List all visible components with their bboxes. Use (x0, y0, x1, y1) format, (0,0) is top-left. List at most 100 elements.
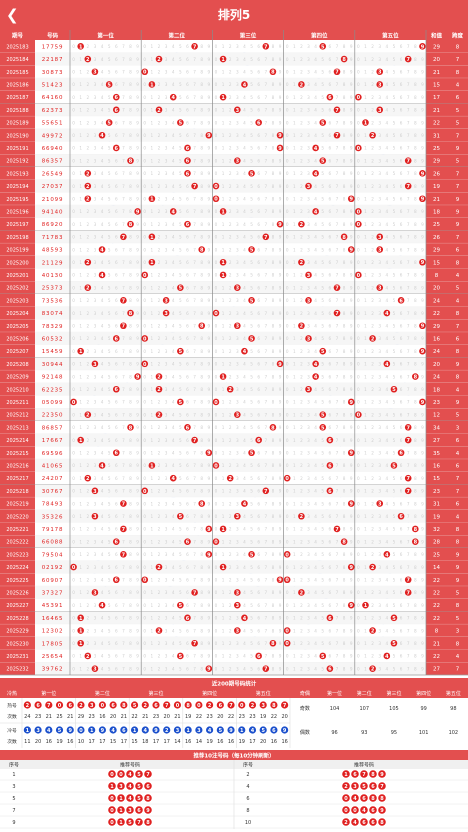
miss-digit: 4 (314, 57, 317, 62)
sum-value: 15 (433, 82, 440, 88)
col-position-label: 第三位 (240, 31, 257, 39)
stats-count: 20 (110, 714, 116, 720)
recommend-ball-digit: 8 (146, 796, 150, 802)
table-header-bg (0, 30, 468, 40)
miss-digit: 2 (229, 44, 232, 49)
col-number-label: 号码 (47, 31, 59, 39)
stats-count: 17 (121, 739, 127, 745)
sum-cell-bg (426, 52, 447, 66)
stats-count: 23 (88, 714, 94, 720)
stats-ball-digit: 1 (133, 728, 137, 734)
miss-digit: 8 (272, 44, 275, 49)
hit-ball (376, 68, 384, 76)
back-arrow-icon[interactable]: ❮ (6, 5, 19, 25)
stats-ball-digit: 5 (58, 728, 62, 734)
miss-digit: 4 (172, 69, 175, 74)
miss-digit: 4 (101, 69, 104, 74)
miss-digit: 9 (279, 44, 282, 49)
miss-digit: 7 (193, 69, 196, 74)
miss-digit: 6 (115, 69, 118, 74)
stats-ball-digit: 0 (79, 728, 83, 734)
miss-digit: 2 (300, 57, 303, 62)
stats-count: 20 (164, 714, 170, 720)
row-bg (35, 40, 426, 53)
recommend-seq: 9 (12, 820, 15, 826)
miss-digit: 0 (72, 95, 75, 100)
miss-digit: 2 (158, 69, 161, 74)
col-issue-label: 期号 (12, 31, 24, 39)
miss-digit: 0 (143, 44, 146, 49)
miss-digit: 3 (307, 44, 310, 49)
miss-digit: 7 (407, 82, 410, 87)
recommend-ball-digit: 2 (344, 784, 348, 790)
miss-digit: 0 (215, 44, 218, 49)
hit-ball-digit: 8 (271, 70, 275, 76)
oddeven-value: 98 (450, 706, 456, 712)
recommend-ball-digit: 1 (119, 808, 123, 814)
miss-digit: 9 (136, 44, 139, 49)
miss-digit: 3 (94, 44, 97, 49)
stats-ball-digit: 6 (154, 703, 158, 709)
stats-title: 近200期号码统计 (212, 679, 257, 687)
stats-ball-digit: 2 (208, 703, 212, 709)
stats-ball-digit: 9 (68, 728, 72, 734)
stats-ball-digit: 0 (197, 703, 201, 709)
stats-count: 21 (174, 714, 180, 720)
stats-ball-digit: 1 (90, 728, 94, 734)
miss-digit: 1 (79, 82, 82, 87)
miss-digit: 9 (208, 82, 211, 87)
hit-ball-digit: 9 (421, 44, 425, 50)
stats-count: 20 (281, 714, 287, 720)
stats-count: 23 (239, 714, 245, 720)
hit-ball (84, 55, 92, 63)
miss-digit: 9 (350, 57, 353, 62)
recommend-seq: 4 (246, 784, 249, 790)
row-bg (35, 65, 426, 79)
miss-digit: 3 (94, 82, 97, 87)
stats-count: 19 (206, 739, 212, 745)
draw-row: 2025187 64160 0 1 2 3 4 5 6 7 8 9 0 1 2 3 4 5 6 7 8 9 0 1 2 3 4 5 6 7… (0, 90, 468, 104)
miss-digit: 3 (94, 57, 97, 62)
miss-digit: 6 (400, 44, 403, 49)
stats-ball-digit: 2 (79, 703, 83, 709)
recommend-ball-digit: 6 (362, 820, 366, 826)
draw-number: 51423 (42, 82, 64, 88)
recommend-seq: 10 (245, 820, 251, 826)
stats-ball-digit: 6 (111, 703, 115, 709)
stats-count: 22 (196, 714, 202, 720)
miss-digit: 8 (343, 44, 346, 49)
stats-ball-digit: 9 (154, 728, 158, 734)
miss-digit: 5 (179, 44, 182, 49)
hit-ball (219, 55, 227, 63)
stats-count: 16 (185, 739, 191, 745)
recommend-ball-digit: 6 (371, 784, 375, 790)
miss-digit: 1 (79, 95, 82, 100)
hit-ball (376, 81, 384, 88)
miss-digit: 4 (386, 57, 389, 62)
hit-ball-digit: 5 (107, 82, 111, 88)
oddeven-value: 105 (389, 706, 399, 712)
stats-ball-digit: 1 (240, 728, 244, 734)
recommend-seq: 7 (12, 808, 15, 814)
hit-ball (298, 81, 305, 88)
recommend-ball-digit: 3 (119, 784, 123, 790)
recommend-ball-digit: 3 (353, 784, 357, 790)
hit-ball (141, 68, 149, 76)
miss-digit: 6 (329, 44, 332, 49)
stats-count: 17 (99, 739, 105, 745)
recommend-ball-digit: 4 (128, 796, 132, 802)
stats-count: 10 (78, 739, 84, 745)
stats-hotcold-label: 冷热 (7, 690, 17, 697)
recommend-seq: 2 (246, 772, 249, 778)
stats-position-label: 第二位 (95, 690, 110, 697)
recommend-ball-digit: 3 (128, 808, 132, 814)
miss-digit: 2 (300, 44, 303, 49)
stats-count: 16 (228, 739, 234, 745)
sum-value: 29 (433, 44, 440, 50)
stats-ball-digit: 4 (144, 728, 148, 734)
miss-digit: 8 (272, 82, 275, 87)
miss-digit: 2 (371, 82, 374, 87)
miss-digit: 6 (329, 57, 332, 62)
miss-digit: 5 (179, 82, 182, 87)
